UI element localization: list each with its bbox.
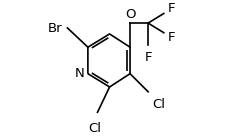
Text: F: F (167, 31, 174, 44)
Text: O: O (124, 8, 135, 21)
Text: F: F (167, 2, 174, 15)
Text: Cl: Cl (151, 98, 164, 111)
Text: N: N (75, 67, 85, 80)
Text: F: F (144, 51, 151, 64)
Text: Cl: Cl (88, 122, 101, 135)
Text: Br: Br (48, 22, 62, 35)
